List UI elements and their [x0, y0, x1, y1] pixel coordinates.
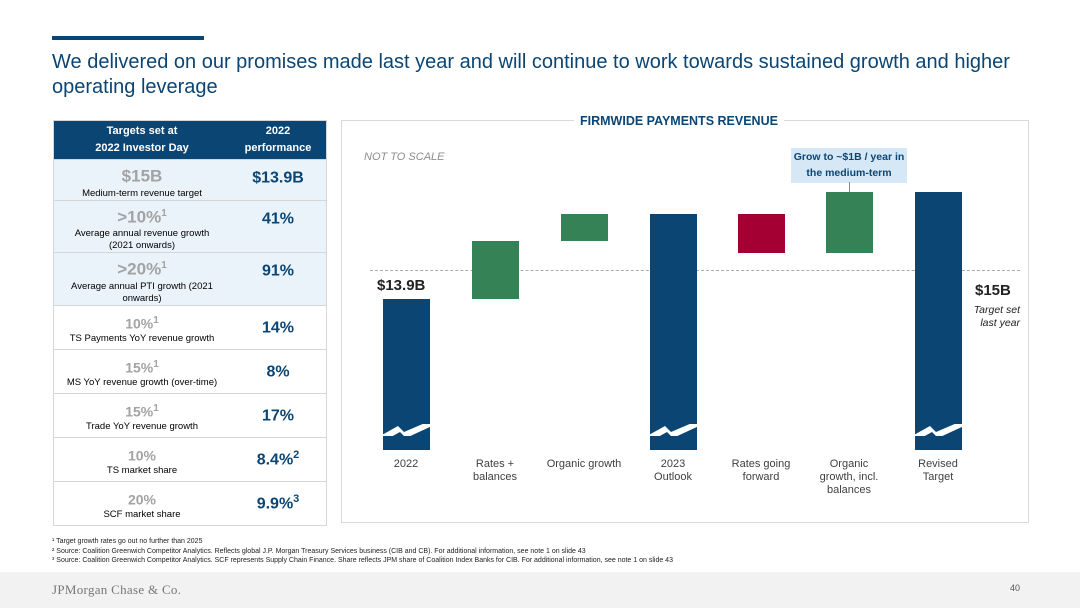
performance-cell: 8.4%2 [230, 436, 327, 482]
table-row: >10%1 Average annual revenue growth (202… [53, 199, 327, 253]
performance-value: 91% [261, 262, 295, 280]
table-row: $15B Medium-term revenue target $13.9B [53, 159, 327, 201]
axis-break-icon [912, 424, 964, 436]
not-to-scale-note: NOT TO SCALE [364, 151, 445, 163]
header-targets: Targets set at 2022 Investor Day [53, 120, 230, 160]
bar-increase [826, 192, 873, 253]
table-row: >20%1 Average annual PTI growth (2021 on… [53, 252, 327, 306]
target-value: 15%1 [125, 402, 159, 420]
target-description: Average annual PTI growth (2021 onwards) [71, 280, 213, 304]
bar-total [650, 214, 697, 450]
target-value: >20%1 [117, 259, 167, 279]
performance-value: 9.9%3 [256, 492, 300, 513]
start-value-label: $13.9B [377, 277, 426, 294]
axis-break-icon [647, 424, 699, 436]
target-description: TS market share [106, 464, 178, 476]
footnote: ² Source: Coalition Greenwich Competitor… [52, 547, 586, 555]
table-row: 10%1 TS Payments YoY revenue growth 14% [53, 304, 327, 350]
target-value: 20% [127, 491, 157, 508]
target-value: $15B [121, 166, 163, 186]
performance-cell: 41% [230, 199, 327, 253]
x-tick-label: Organic growth [546, 458, 622, 470]
target-cell: 10% TS market share [53, 436, 230, 482]
footnote: ¹ Target growth rates go out no further … [52, 538, 203, 545]
targets-table: Targets set at 2022 Investor Day 2022 pe… [53, 120, 327, 526]
table-row: 15%1 Trade YoY revenue growth 17% [53, 392, 327, 438]
target-cell: 15%1 MS YoY revenue growth (over-time) [53, 348, 230, 394]
target-description: SCF market share [103, 508, 181, 520]
table-row: 15%1 MS YoY revenue growth (over-time) 8… [53, 348, 327, 394]
performance-value: $13.9B [252, 169, 304, 187]
target-value: 10% [127, 447, 157, 464]
page-title: We delivered on our promises made last y… [52, 51, 1010, 98]
performance-value: 8% [266, 363, 290, 381]
target-description: TS Payments YoY revenue growth [69, 332, 215, 344]
accent-bar [52, 36, 204, 40]
end-value-sublabel: Target set last year [973, 304, 1020, 329]
x-tick-label: Rates going forward [731, 458, 791, 483]
callout-connector [849, 182, 850, 192]
target-cell: >10%1 Average annual revenue growth (202… [53, 199, 230, 253]
target-value: >10%1 [117, 207, 167, 227]
x-tick-label: Rates + balances [472, 458, 518, 483]
target-cell: 10%1 TS Payments YoY revenue growth [53, 304, 230, 350]
target-cell: 20% SCF market share [53, 480, 230, 526]
performance-cell: 91% [230, 252, 327, 306]
x-tick-label: 2022 [393, 458, 419, 470]
axis-break-icon [380, 424, 432, 436]
x-tick-label: 2023 Outlook [654, 458, 692, 483]
target-cell: 15%1 Trade YoY revenue growth [53, 392, 230, 438]
end-value-label: $15B [975, 282, 1011, 299]
performance-value: 8.4%2 [256, 448, 300, 469]
table-row: 10% TS market share 8.4%2 [53, 436, 327, 482]
target-cell: >20%1 Average annual PTI growth (2021 on… [53, 252, 230, 306]
x-tick-label: Revised Target [918, 458, 958, 483]
performance-cell: $13.9B [230, 159, 327, 201]
target-value: 15%1 [125, 358, 159, 376]
bar-total [915, 192, 962, 450]
performance-cell: 9.9%3 [230, 480, 327, 526]
target-description: Medium-term revenue target [82, 187, 202, 199]
performance-cell: 17% [230, 392, 327, 438]
footnote: ³ Source: Coalition Greenwich Competitor… [52, 557, 673, 564]
bar-increase [561, 214, 608, 241]
performance-cell: 8% [230, 348, 327, 394]
footer [0, 572, 1080, 608]
target-value: 10%1 [125, 314, 159, 332]
target-description: MS YoY revenue growth (over-time) [66, 376, 218, 388]
chart-title: FIRMWIDE PAYMENTS REVENUE [574, 114, 784, 128]
performance-cell: 14% [230, 304, 327, 350]
performance-value: 17% [261, 407, 295, 425]
footnotes: ¹ Target growth rates go out no further … [52, 537, 673, 566]
performance-value: 41% [261, 209, 295, 227]
company-logo: JPMorgan Chase & Co. [52, 582, 182, 597]
growth-callout: Grow to ~$1B / year in the medium-term [791, 148, 907, 183]
header-performance: 2022 performance [230, 120, 327, 160]
performance-value: 14% [261, 319, 295, 337]
target-description: Average annual revenue growth (2021 onwa… [74, 228, 210, 252]
target-cell: $15B Medium-term revenue target [53, 159, 230, 201]
x-tick-label: Organic growth, incl. balances [819, 458, 879, 496]
target-description: Trade YoY revenue growth [86, 420, 198, 432]
table-row: 20% SCF market share 9.9%3 [53, 480, 327, 526]
bar-decrease [738, 214, 785, 253]
bar-increase [472, 241, 519, 299]
page-number: 40 [1010, 583, 1021, 593]
